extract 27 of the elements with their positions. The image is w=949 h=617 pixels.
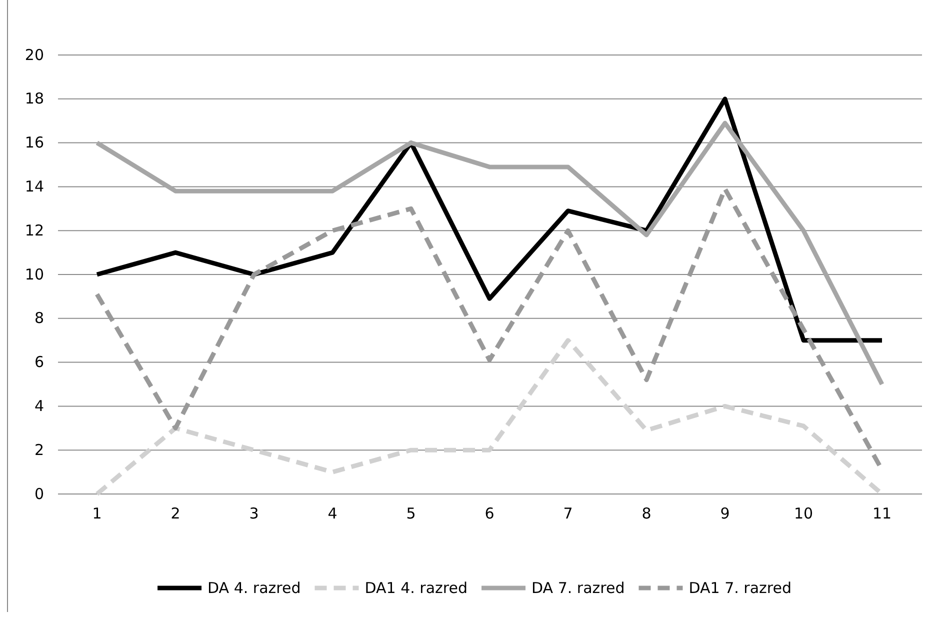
y-tick-label: 10 — [24, 265, 44, 284]
y-tick-label: 18 — [24, 90, 44, 108]
x-tick-label: 7 — [563, 504, 573, 523]
y-tick-label: 0 — [34, 484, 44, 503]
y-tick-label: 4 — [34, 397, 44, 415]
x-tick-label: 2 — [170, 504, 180, 523]
y-tick-label: 8 — [34, 309, 44, 328]
x-tick-label: 3 — [249, 504, 259, 523]
y-tick-label: 2 — [34, 440, 44, 459]
x-tick-label: 4 — [328, 504, 338, 523]
legend-label: DA 7. razred — [532, 579, 625, 597]
legend-label: DA1 7. razred — [688, 579, 792, 597]
x-tick-label: 1 — [92, 504, 102, 523]
y-tick-label: 16 — [24, 134, 44, 152]
x-tick-label: 8 — [642, 504, 652, 523]
x-tick-label: 11 — [872, 504, 892, 523]
y-tick-label: 12 — [24, 221, 44, 240]
x-tick-label: 5 — [406, 504, 416, 523]
legend-label: DA 4. razred — [208, 579, 301, 597]
x-tick-label: 6 — [484, 504, 494, 523]
x-tick-label: 9 — [720, 504, 730, 523]
legend-label: DA1 4. razred — [364, 579, 468, 597]
y-tick-label: 6 — [34, 353, 44, 372]
y-tick-label: 14 — [24, 178, 44, 196]
y-tick-label: 20 — [24, 46, 44, 64]
x-tick-label: 10 — [794, 504, 814, 523]
line-series — [94, 120, 884, 386]
